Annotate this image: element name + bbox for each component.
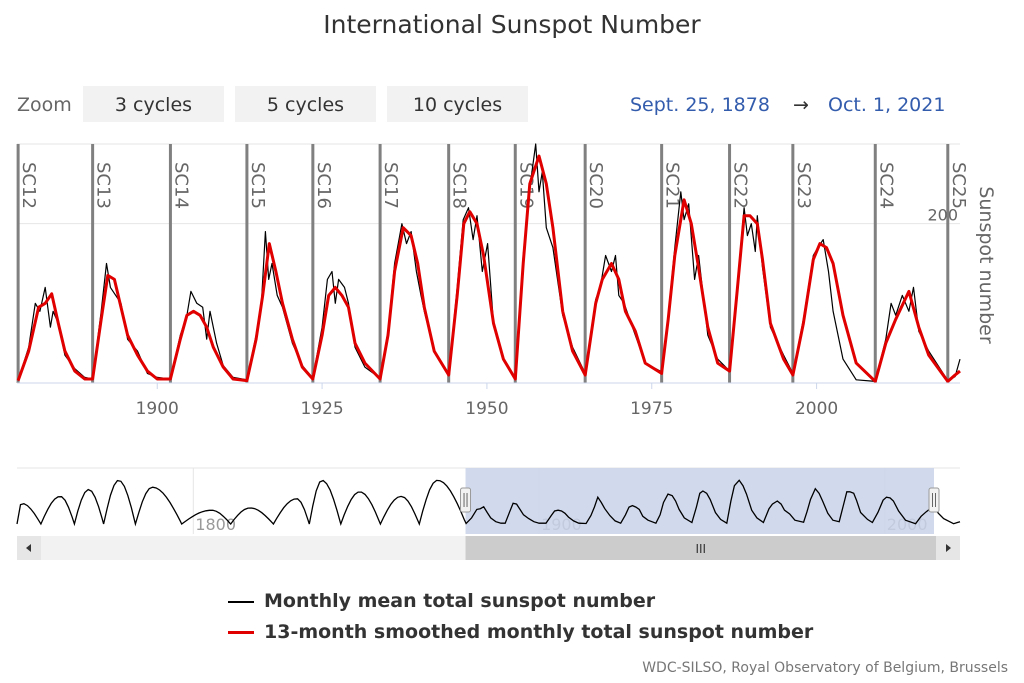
cycle-label-sc20: SC20: [585, 162, 606, 209]
navigator-handle-left[interactable]: [460, 487, 472, 513]
cycle-label-sc17: SC17: [380, 162, 401, 209]
zoom-5-cycles-button[interactable]: 5 cycles: [235, 86, 376, 122]
range-start-date[interactable]: Sept. 25, 1878: [630, 94, 770, 116]
x-tick-label: 1950: [465, 399, 508, 419]
legend-smoothed-swatch: [228, 631, 254, 634]
cycle-label-sc23: SC23: [793, 162, 814, 209]
cycle-label-sc12: SC12: [18, 162, 39, 209]
cycle-label-sc22: SC22: [730, 162, 751, 209]
range-arrow: →: [793, 94, 809, 116]
scrollbar-grip: III: [695, 542, 706, 556]
cycle-label-sc15: SC15: [247, 162, 268, 209]
cycle-label-sc19: SC19: [515, 162, 536, 209]
cycle-label-sc16: SC16: [313, 162, 334, 209]
x-tick-label: 1975: [630, 399, 673, 419]
series-line-smoothed[interactable]: [16, 154, 961, 383]
zoom-10-cycles-button[interactable]: 10 cycles: [387, 86, 528, 122]
axis-layer: 200 1900 1925 1950 1975 2000: [17, 206, 960, 419]
cycle-label-sc21: SC21: [662, 162, 683, 209]
legend-item-smoothed[interactable]: 13-month smoothed monthly total sunspot …: [228, 621, 813, 643]
y-tick-label: 200: [927, 206, 958, 225]
x-tick-label: 1900: [136, 399, 179, 419]
cycle-label-sc14: SC14: [170, 162, 191, 209]
cycle-layer: SC12 SC13 SC14 SC15 SC16 SC17 SC18 SC19 SC20 SC21…: [16, 144, 969, 383]
navigator-handle-right[interactable]: [928, 487, 940, 513]
navigator-tick-label: 1800: [195, 515, 236, 534]
zoom-label: Zoom: [17, 94, 72, 116]
scrollbar-thumb[interactable]: [465, 536, 936, 560]
legend-monthly-swatch: [228, 600, 254, 603]
x-tick-label: 1925: [300, 399, 343, 419]
y-axis-title: Sunspot number: [975, 186, 997, 344]
x-tick-label: 2000: [795, 399, 838, 419]
cycle-label-sc18: SC18: [449, 162, 470, 209]
legend-monthly-label: Monthly mean total sunspot number: [264, 590, 656, 612]
grid-layer: [17, 143, 960, 225]
scroll-left-arrow-icon: [26, 544, 31, 552]
navigator-layer: 180019002000III: [16, 467, 961, 560]
cycle-label-sc13: SC13: [93, 162, 114, 209]
cycle-label-sc24: SC24: [875, 162, 896, 209]
cycle-label-sc25: SC25: [948, 162, 969, 209]
zoom-3-cycles-button[interactable]: 3 cycles: [83, 86, 224, 122]
scroll-right-arrow-icon: [946, 544, 951, 552]
range-end-date[interactable]: Oct. 1, 2021: [828, 94, 946, 116]
navigator-selected-range[interactable]: [465, 468, 934, 534]
series-line-monthly[interactable]: [17, 143, 961, 382]
legend-item-monthly[interactable]: Monthly mean total sunspot number: [228, 590, 655, 612]
navigator-series-line: [16, 479, 961, 527]
legend-smoothed-label: 13-month smoothed monthly total sunspot …: [264, 621, 814, 643]
main-chart[interactable]: SC12 SC13 SC14 SC15 SC16 SC17 SC18 SC19 SC20 SC21…: [0, 140, 1024, 430]
credit-text: WDC-SILSO, Royal Observatory of Belgium,…: [642, 660, 1008, 676]
navigator[interactable]: 180019002000III: [0, 462, 1024, 562]
chart-title: International Sunspot Number: [323, 10, 701, 39]
series-layer: [16, 143, 961, 383]
